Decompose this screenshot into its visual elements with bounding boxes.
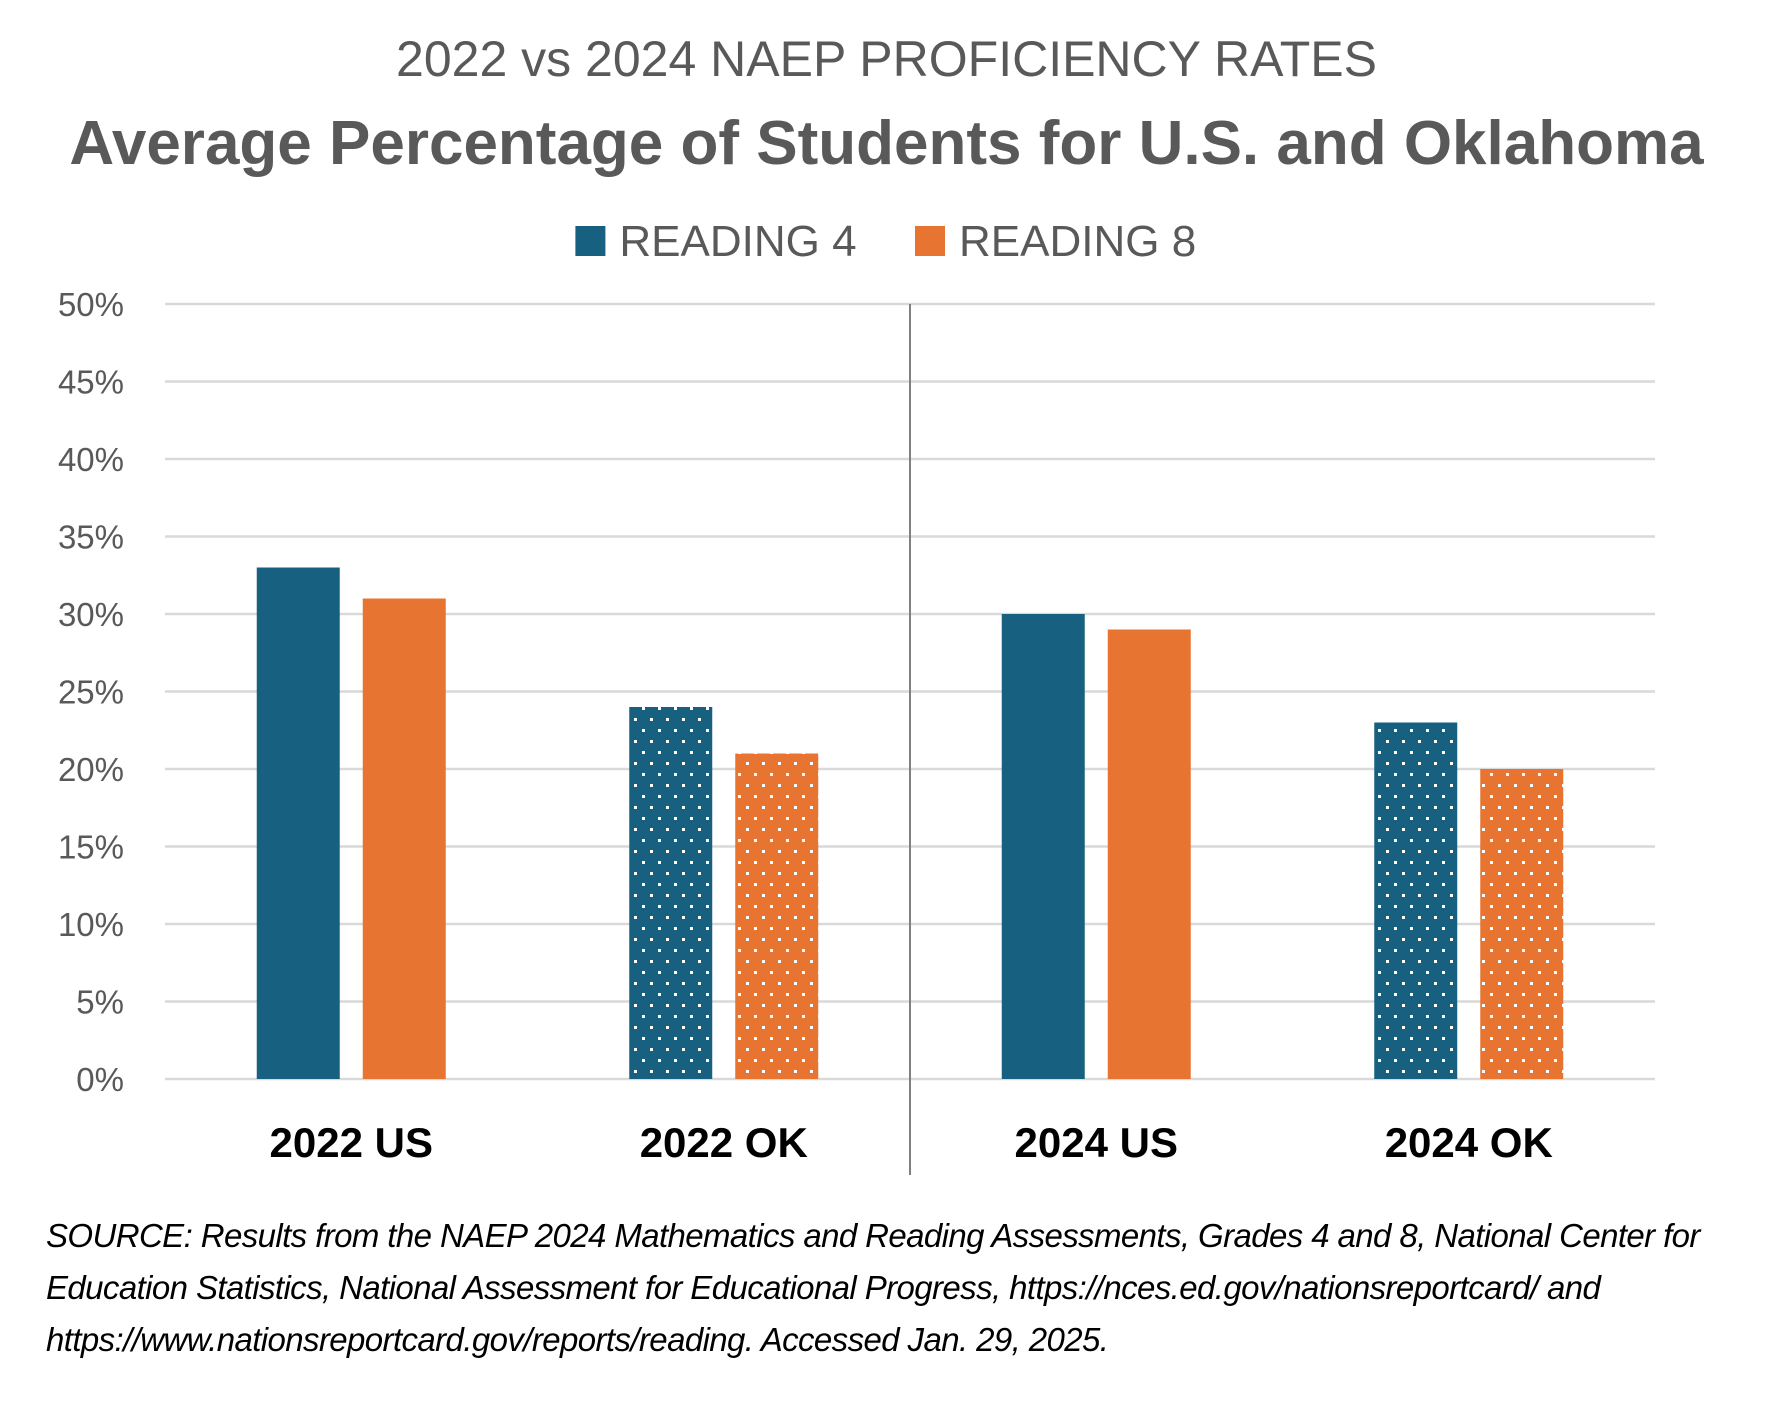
y-tick-label: 50% — [58, 286, 124, 323]
bar-reading-8-2022-ok — [735, 753, 819, 1079]
x-tick-label: 2022 OK — [640, 1119, 808, 1166]
x-axis: 2022 US 2022 OK 2024 US 2024 OK — [270, 1119, 1553, 1166]
legend-swatch-reading-4 — [575, 226, 606, 256]
y-tick-label: 40% — [58, 441, 124, 478]
bars — [256, 304, 1564, 1175]
bar-reading-8-2024-us — [1107, 629, 1191, 1079]
y-tick-label: 0% — [76, 1061, 124, 1098]
x-tick-label: 2022 US — [270, 1119, 433, 1166]
bar-reading-4-2022-us — [256, 567, 340, 1079]
y-tick-label: 35% — [58, 519, 124, 556]
bar-reading-4-2022-ok — [629, 707, 713, 1079]
chart-title: 2022 vs 2024 NAEP PROFICIENCY RATES — [396, 31, 1377, 87]
y-tick-label: 5% — [76, 984, 124, 1021]
bar-reading-8-2024-ok — [1480, 769, 1564, 1079]
bar-reading-8-2022-us — [362, 598, 446, 1079]
y-tick-label: 30% — [58, 596, 124, 633]
y-tick-label: 10% — [58, 906, 124, 943]
chart-subtitle: Average Percentage of Students for U.S. … — [69, 109, 1704, 178]
bar-reading-4-2024-ok — [1374, 722, 1458, 1079]
bar-reading-4-2024-us — [1001, 614, 1085, 1079]
y-tick-label: 20% — [58, 751, 124, 788]
x-tick-label: 2024 OK — [1385, 1119, 1553, 1166]
y-tick-label: 45% — [58, 364, 124, 401]
y-tick-label: 15% — [58, 829, 124, 866]
y-tick-label: 25% — [58, 674, 124, 711]
legend-label: READING 4 — [619, 217, 856, 266]
source-note: SOURCE: Results from the NAEP 2024 Mathe… — [46, 1217, 1700, 1358]
legend-swatch-reading-8 — [915, 226, 945, 256]
legend-label: READING 8 — [959, 217, 1196, 266]
x-tick-label: 2024 US — [1015, 1119, 1178, 1166]
bar-chart: READING 4 READING 8 0% 5% 10% 15% 20% 25% 30% 35… — [58, 217, 1655, 1175]
y-axis: 0% 5% 10% 15% 20% 25% 30% 35% 40% 45% 50% — [58, 286, 124, 1098]
legend: READING 4 READING 8 — [575, 217, 1196, 266]
